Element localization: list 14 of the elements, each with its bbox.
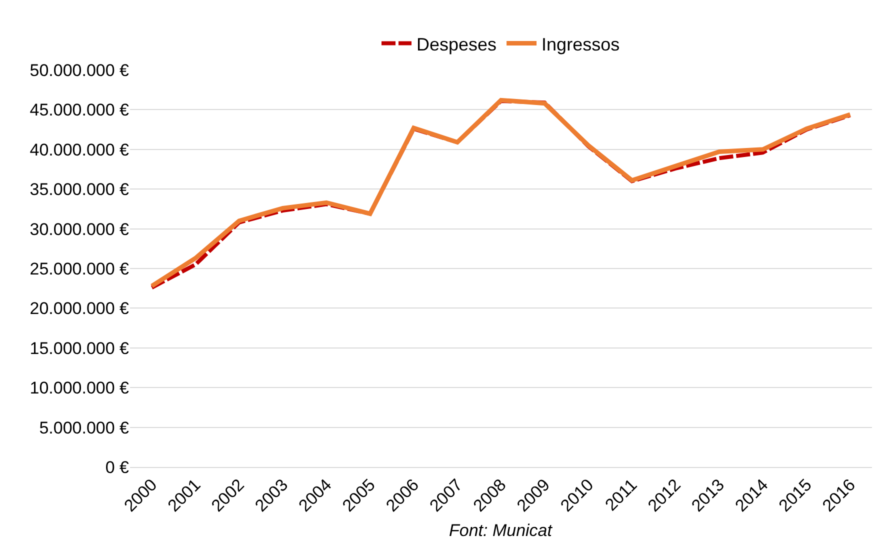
y-tick-label: 50.000.000 €: [30, 60, 130, 80]
y-tick-label: 25.000.000 €: [30, 259, 130, 278]
text: Font: Municat: [449, 521, 554, 540]
y-tick-label: 20.000.000 €: [30, 299, 130, 318]
legend-label: Despeses: [416, 34, 497, 54]
y-tick-label: 10.000.000 €: [30, 378, 130, 398]
y-tick-label: 15.000.000 €: [30, 338, 130, 358]
y-tick-label: 45.000.000 €: [30, 100, 130, 120]
y-tick-label: 30.000.000 €: [30, 220, 130, 239]
y-tick-label: 40.000.000 €: [30, 140, 130, 160]
legend-label: Ingressos: [542, 34, 620, 54]
y-tick-label: 35.000.000 €: [30, 180, 130, 200]
y-tick-label: 5.000.000 €: [39, 418, 130, 438]
y-tick-label: 0 €: [105, 458, 130, 477]
